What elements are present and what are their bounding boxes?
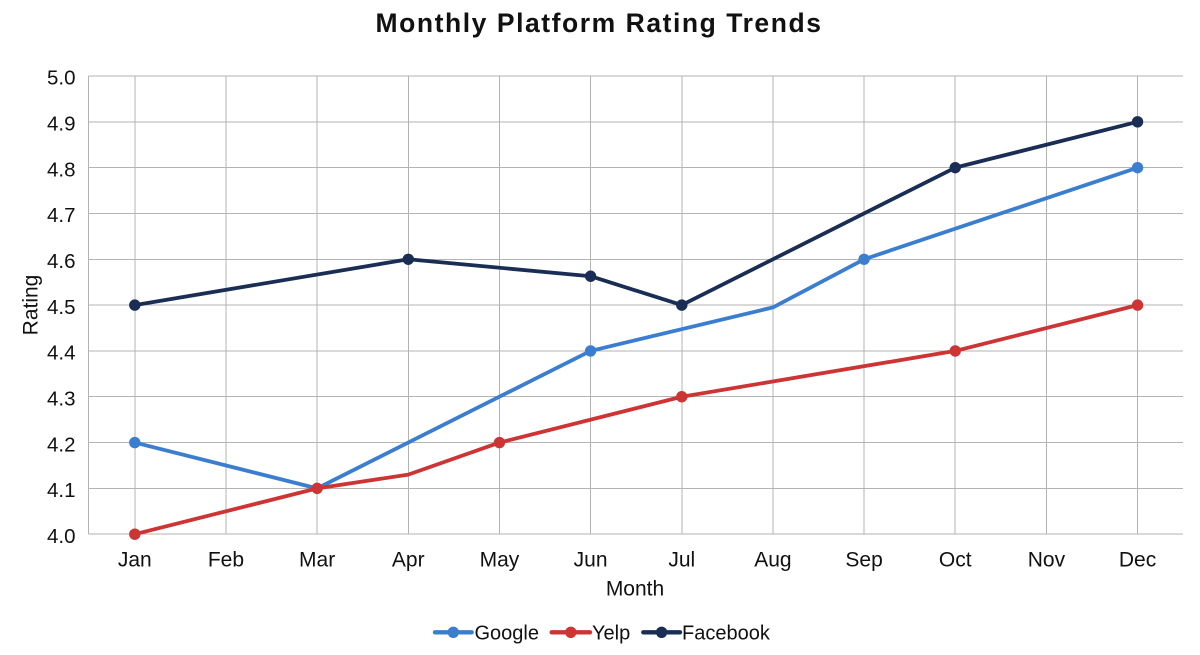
svg-text:Jun: Jun xyxy=(574,548,608,571)
svg-text:4.7: 4.7 xyxy=(47,204,76,227)
svg-text:Yelp: Yelp xyxy=(592,623,630,645)
svg-text:Mar: Mar xyxy=(299,548,335,571)
svg-text:Month: Month xyxy=(606,578,664,601)
svg-text:Apr: Apr xyxy=(392,548,425,571)
svg-text:5.0: 5.0 xyxy=(47,67,76,90)
svg-text:Sep: Sep xyxy=(845,548,882,571)
svg-text:Rating: Rating xyxy=(20,275,43,336)
svg-text:Facebook: Facebook xyxy=(682,623,771,645)
svg-text:4.8: 4.8 xyxy=(47,158,76,181)
svg-text:Jul: Jul xyxy=(668,548,695,571)
svg-text:Jan: Jan xyxy=(118,548,152,571)
svg-text:4.3: 4.3 xyxy=(47,387,76,410)
svg-text:May: May xyxy=(480,548,520,571)
svg-text:Nov: Nov xyxy=(1028,548,1066,571)
svg-text:4.9: 4.9 xyxy=(47,113,76,136)
svg-text:Google: Google xyxy=(475,623,540,645)
svg-text:Aug: Aug xyxy=(754,548,791,571)
svg-text:4.2: 4.2 xyxy=(47,433,76,456)
svg-text:Dec: Dec xyxy=(1119,548,1156,571)
svg-text:Monthly Platform Rating Trends: Monthly Platform Rating Trends xyxy=(376,8,823,38)
svg-text:4.1: 4.1 xyxy=(47,479,76,502)
svg-text:4.0: 4.0 xyxy=(47,525,76,548)
svg-text:Oct: Oct xyxy=(939,548,972,571)
svg-text:4.5: 4.5 xyxy=(47,296,76,319)
svg-text:4.4: 4.4 xyxy=(47,342,76,365)
svg-text:4.6: 4.6 xyxy=(47,250,76,273)
svg-text:Feb: Feb xyxy=(208,548,244,571)
